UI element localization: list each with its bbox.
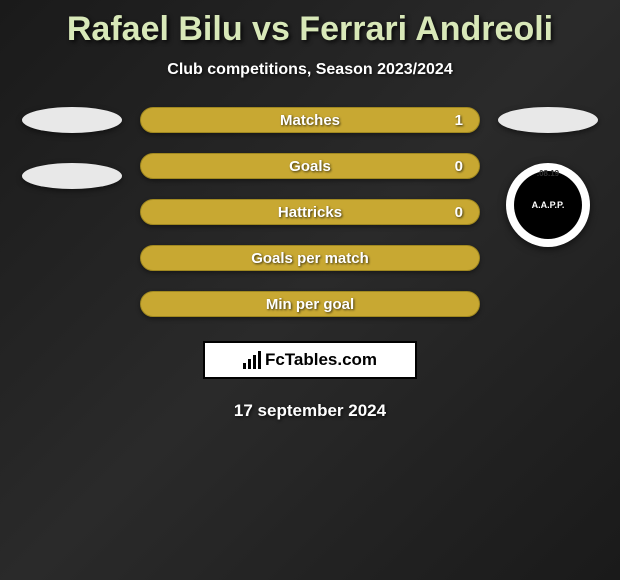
player-badge-left-1 <box>22 107 122 133</box>
page-subtitle: Club competitions, Season 2023/2024 <box>167 61 452 79</box>
stat-value: 0 <box>455 204 463 221</box>
stat-value: 1 <box>455 112 463 129</box>
date-text: 17 september 2024 <box>234 401 386 421</box>
stats-area: Matches 1 Goals 0 Hattricks 0 Goals per … <box>0 107 620 317</box>
attribution-box[interactable]: FcTables.com <box>203 341 417 379</box>
stat-label: Min per goal <box>266 296 354 313</box>
bar-chart-icon <box>243 351 261 369</box>
stat-label: Goals <box>289 158 331 175</box>
stat-bars: Matches 1 Goals 0 Hattricks 0 Goals per … <box>140 107 480 317</box>
stat-bar-hattricks: Hattricks 0 <box>140 199 480 225</box>
left-badges <box>22 107 122 189</box>
player-badge-left-2 <box>22 163 122 189</box>
stat-bar-goals: Goals 0 <box>140 153 480 179</box>
stat-label: Goals per match <box>251 250 369 267</box>
right-badges: .08.19 A.A.P.P. <box>498 107 598 247</box>
comparison-infographic: Rafael Bilu vs Ferrari Andreoli Club com… <box>0 0 620 421</box>
stat-label: Hattricks <box>278 204 342 221</box>
stat-bar-min-per-goal: Min per goal <box>140 291 480 317</box>
stat-bar-matches: Matches 1 <box>140 107 480 133</box>
stat-bar-goals-per-match: Goals per match <box>140 245 480 271</box>
player-badge-right-1 <box>498 107 598 133</box>
attribution-text: FcTables.com <box>265 350 377 370</box>
club-logo-text: A.A.P.P. <box>532 200 565 210</box>
stat-label: Matches <box>280 112 340 129</box>
club-logo-inner: A.A.P.P. <box>514 171 582 239</box>
club-logo-top-text: .08.19 <box>537 169 559 178</box>
stat-value: 0 <box>455 158 463 175</box>
club-logo: .08.19 A.A.P.P. <box>506 163 590 247</box>
page-title: Rafael Bilu vs Ferrari Andreoli <box>67 10 553 49</box>
